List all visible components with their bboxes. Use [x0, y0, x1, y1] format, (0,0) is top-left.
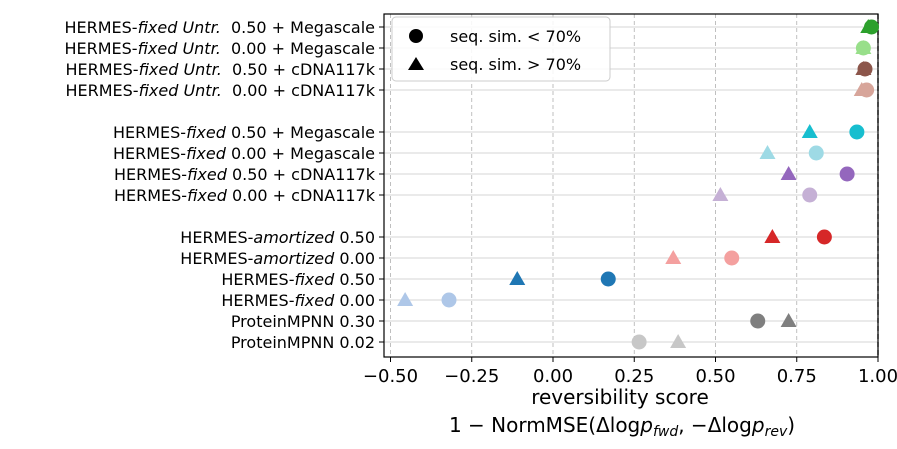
circle-marker [808, 145, 824, 161]
y-tick-label: HERMES-fixed Untr. 0.00 + cDNA117k [65, 81, 375, 100]
x-axis-label-line2: 1 − NormMSE(Δlogpfwd, −Δlogprev) [449, 413, 795, 440]
y-label-italic: fixed [187, 165, 228, 184]
y-gridlines [384, 26, 878, 343]
y-label-italic: fixed [294, 270, 335, 289]
x-tick-label: −0.25 [444, 366, 499, 387]
y-label-italic: fixed [187, 186, 228, 205]
triangle-marker [670, 334, 687, 348]
circle-marker [441, 292, 457, 308]
y-label-prefix: HERMES- [221, 270, 294, 289]
y-label-suffix: 0.00 + Megascale [226, 144, 375, 163]
y-label-prefix: HERMES- [65, 81, 138, 100]
y-label-suffix: 0.50 [334, 228, 375, 247]
y-tick-label: HERMES-fixed 0.50 + Megascale [113, 123, 375, 142]
circle-marker [750, 313, 766, 329]
y-label-suffix: 0.00 [334, 249, 375, 268]
legend-box [391, 16, 611, 82]
y-label-suffix: 0.00 + cDNA117k [227, 186, 376, 205]
y-label-suffix: 0.50 + cDNA117k [222, 60, 376, 79]
y-label-italic: amortized [253, 228, 335, 247]
triangle-marker [509, 271, 526, 285]
x-tick-label: 0.25 [614, 366, 654, 387]
y-label-prefix: HERMES- [180, 228, 253, 247]
y-tick-label: HERMES-fixed Untr. 0.00 + Megascale [64, 39, 375, 58]
y-label-prefix: HERMES- [180, 249, 253, 268]
y-axis-labels: HERMES-fixed Untr. 0.50 + MegascaleHERME… [64, 18, 384, 352]
y-label-suffix: 0.00 + Megascale [221, 39, 375, 58]
x-tick-label: 0.00 [533, 366, 573, 387]
x-axis-label-line1: reversibility score [531, 385, 709, 409]
circle-marker [802, 187, 818, 203]
y-label-prefix: HERMES- [113, 144, 186, 163]
x-tick-label: 0.50 [695, 366, 735, 387]
triangle-marker [764, 229, 781, 243]
circle-marker [857, 61, 873, 77]
x-tick-label: 1.00 [858, 366, 897, 387]
y-label-italic: fixed Untr. [139, 81, 222, 100]
y-tick-label: ProteinMPNN 0.02 [231, 333, 375, 352]
y-label-prefix: HERMES- [113, 123, 186, 142]
y-label-italic: fixed Untr. [138, 39, 221, 58]
y-label-suffix: ProteinMPNN 0.02 [231, 333, 375, 352]
circle-marker [849, 124, 865, 140]
triangle-marker [780, 313, 797, 327]
y-label-suffix: 0.50 + Megascale [226, 123, 375, 142]
y-label-prefix: HERMES- [64, 39, 137, 58]
y-label-italic: fixed [294, 291, 335, 310]
circle-marker [631, 334, 647, 350]
circle-marker [816, 229, 832, 245]
y-tick-label: HERMES-fixed Untr. 0.50 + cDNA117k [65, 60, 375, 79]
triangle-marker [759, 145, 776, 159]
y-label-prefix: HERMES- [65, 60, 138, 79]
circle-marker [724, 250, 740, 266]
y-label-suffix: 0.50 + cDNA117k [227, 165, 376, 184]
y-label-italic: fixed [186, 123, 227, 142]
y-label-italic: amortized [253, 249, 335, 268]
y-label-prefix: HERMES- [114, 165, 187, 184]
legend-entry-circle: seq. sim. < 70% [450, 27, 581, 46]
y-label-suffix: 0.00 + cDNA117k [222, 81, 376, 100]
circle-marker [864, 19, 879, 35]
plot-frame [383, 13, 879, 358]
triangle-marker [780, 166, 797, 180]
triangle-marker [801, 124, 818, 138]
circle-marker [859, 82, 875, 98]
y-tick-label: HERMES-fixed 0.50 + cDNA117k [114, 165, 376, 184]
x-axis-ticks: −0.50 −0.25 0.00 0.25 0.50 0.75 1.00 [363, 357, 897, 387]
y-tick-label: HERMES-fixed 0.00 + cDNA117k [114, 186, 376, 205]
legend-triangle-marker [408, 57, 424, 70]
y-label-suffix: 0.50 + Megascale [221, 18, 375, 37]
x-tick-label: −0.50 [363, 366, 418, 387]
y-label-suffix: 0.00 [334, 291, 375, 310]
y-tick-label: HERMES-amortized 0.50 [180, 228, 375, 247]
triangle-marker [712, 187, 729, 201]
y-label-suffix: ProteinMPNN 0.30 [231, 312, 375, 331]
legend-entry-triangle: seq. sim. > 70% [450, 55, 581, 74]
y-label-prefix: HERMES- [221, 291, 294, 310]
y-label-italic: fixed Untr. [139, 60, 222, 79]
circle-marker [839, 166, 855, 182]
legend: seq. sim. < 70% seq. sim. > 70% [391, 16, 611, 82]
triangle-marker [665, 250, 682, 264]
y-tick-label: HERMES-fixed Untr. 0.50 + Megascale [64, 18, 375, 37]
circle-marker [600, 271, 616, 287]
y-tick-label: HERMES-fixed 0.00 + Megascale [113, 144, 375, 163]
y-tick-label: HERMES-amortized 0.00 [180, 249, 375, 268]
y-label-suffix: 0.50 [334, 270, 375, 289]
legend-circle-marker [409, 29, 423, 43]
y-tick-label: HERMES-fixed 0.50 [221, 270, 375, 289]
y-label-prefix: HERMES- [114, 186, 187, 205]
y-label-prefix: HERMES- [64, 18, 137, 37]
y-tick-label: ProteinMPNN 0.30 [231, 312, 375, 331]
circle-marker [855, 40, 871, 56]
y-label-italic: fixed [186, 144, 227, 163]
x-tick-label: 0.75 [777, 366, 817, 387]
y-label-italic: fixed Untr. [138, 18, 221, 37]
triangle-marker [397, 292, 414, 306]
data-markers [397, 19, 879, 350]
y-tick-label: HERMES-fixed 0.00 [221, 291, 375, 310]
